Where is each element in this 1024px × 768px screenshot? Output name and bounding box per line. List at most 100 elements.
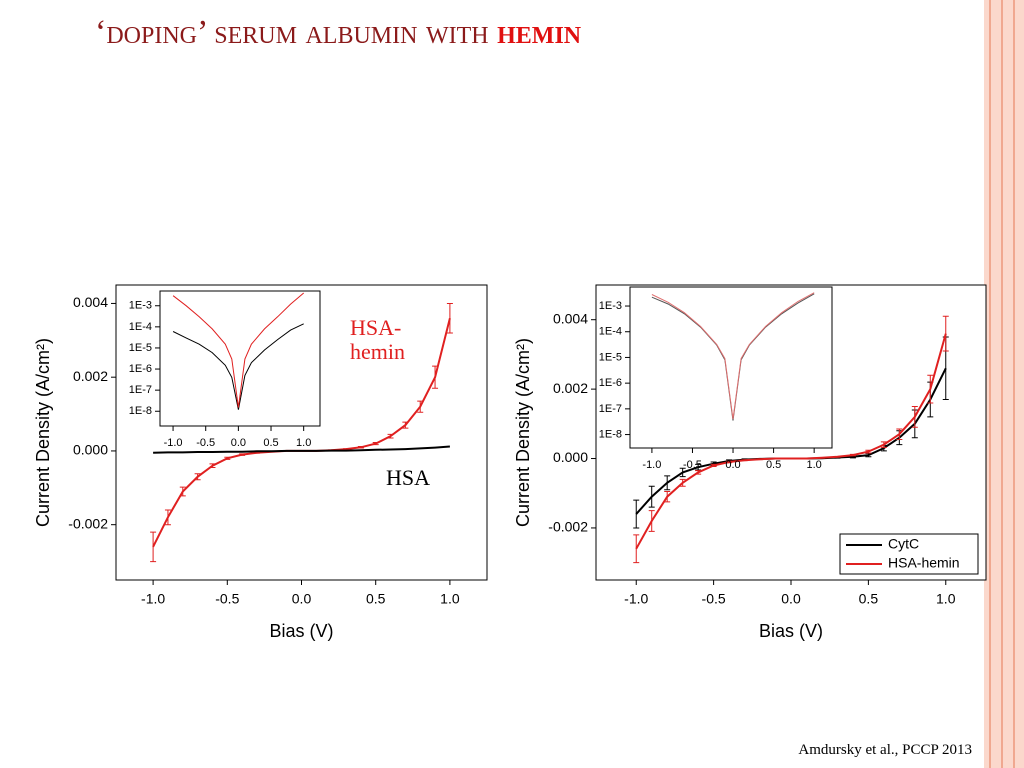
y-tick-label: 1E-4 — [599, 326, 622, 338]
error-bar — [880, 441, 887, 448]
legend-label: CytC — [888, 536, 919, 552]
x-tick-label: 1.0 — [296, 437, 311, 449]
error-bar — [695, 463, 702, 471]
legend-box — [839, 533, 979, 575]
error-bar — [150, 531, 157, 563]
y-tick-label: 1E-8 — [599, 428, 622, 440]
y-tick-label: 0.004 — [553, 310, 588, 326]
y-tick-label: 1E-7 — [599, 403, 622, 415]
error-bar — [865, 449, 872, 454]
x-tick-label: 0.5 — [859, 591, 879, 607]
legend-label: HSA-hemin — [888, 555, 960, 571]
x-tick-label: 0.5 — [766, 459, 781, 471]
series-line — [651, 293, 815, 421]
x-tick-label: -1.0 — [141, 591, 165, 607]
y-tick-label: 1E-8 — [129, 405, 152, 417]
x-tick-label: 1.0 — [440, 591, 460, 607]
series-line — [172, 323, 304, 410]
x-tick-label: -1.0 — [624, 591, 648, 607]
error-bar — [372, 441, 379, 446]
error-bar — [695, 470, 702, 475]
y-tick-label: 0.002 — [73, 368, 108, 384]
x-tick-label: 1.0 — [936, 591, 956, 607]
error-bar — [757, 458, 764, 461]
y-tick-label: 1E-5 — [599, 351, 622, 363]
error-bar — [446, 302, 453, 334]
error-bar — [896, 428, 903, 440]
y-tick-label: 1E-6 — [599, 377, 622, 389]
error-bar — [387, 433, 394, 439]
error-bar — [911, 405, 918, 428]
error-bar — [357, 446, 364, 449]
series-label: HSA — [386, 466, 431, 490]
error-bar — [648, 510, 655, 532]
error-bar — [417, 400, 424, 413]
series-line — [635, 333, 947, 550]
error-bar — [224, 456, 231, 460]
y-tick-label: 0.002 — [553, 380, 588, 396]
citation: Amdursky et al., PCCP 2013 — [798, 742, 972, 758]
plot-frame — [159, 290, 321, 427]
error-bar — [432, 365, 439, 389]
error-bar — [648, 485, 655, 508]
error-bar — [402, 421, 409, 429]
y-tick-label: 0.000 — [73, 442, 108, 458]
y-tick-label: -0.002 — [68, 515, 108, 531]
error-bar — [633, 534, 640, 564]
x-tick-label: -0.5 — [196, 437, 215, 449]
error-bar — [664, 475, 671, 491]
series-line — [651, 292, 815, 420]
error-bar — [849, 453, 856, 457]
title-text: ‘doping’ serum albumin with — [95, 14, 489, 51]
x-tick-label: -1.0 — [164, 437, 183, 449]
title-highlight: hemin — [497, 14, 582, 51]
x-tick-label: 0.5 — [263, 437, 278, 449]
y-tick-label: 1E-5 — [129, 342, 152, 354]
error-bar — [239, 453, 246, 456]
x-tick-label: -0.5 — [215, 591, 239, 607]
x-tick-label: 0.5 — [366, 591, 386, 607]
x-tick-label: 0.0 — [292, 591, 312, 607]
error-bar — [343, 448, 350, 450]
series-line — [153, 445, 450, 454]
error-bar — [179, 486, 186, 497]
x-tick-label: -0.5 — [683, 459, 702, 471]
slide-title: ‘doping’ serum albumin with hemin — [95, 14, 581, 52]
series-label-text: HSA-hemin — [350, 316, 405, 364]
y-tick-label: 0.000 — [553, 449, 588, 465]
error-bar — [834, 455, 841, 458]
error-bar — [164, 509, 171, 526]
x-tick-label: -1.0 — [642, 459, 661, 471]
y-tick-label: 1E-3 — [129, 300, 152, 312]
error-bar — [194, 473, 201, 481]
y-tick-label: 1E-4 — [129, 321, 152, 333]
x-tick-label: 0.0 — [781, 591, 801, 607]
error-bar — [209, 463, 216, 469]
error-bar — [253, 451, 260, 454]
x-tick-label: 0.0 — [725, 459, 740, 471]
y-tick-label: 0.004 — [73, 294, 108, 310]
error-bar — [927, 374, 934, 404]
error-bar — [741, 459, 748, 462]
error-bar — [633, 499, 640, 529]
plot-frame — [629, 286, 833, 449]
error-bar — [818, 456, 825, 459]
error-bar — [710, 463, 717, 468]
y-tick-label: 1E-7 — [129, 384, 152, 396]
y-axis-label: Current Density (A/cm²) — [33, 338, 53, 527]
x-tick-label: -0.5 — [702, 591, 726, 607]
series-line — [172, 292, 305, 408]
error-bar — [726, 460, 733, 464]
series-label-text: HSA — [386, 466, 431, 490]
error-bar — [664, 491, 671, 503]
y-tick-label: 1E-3 — [599, 300, 622, 312]
x-tick-label: 0.0 — [231, 437, 246, 449]
y-axis-label: Current Density (A/cm²) — [513, 338, 533, 527]
series-label: HSA-hemin — [350, 316, 405, 364]
error-bar — [679, 478, 686, 487]
y-tick-label: 1E-6 — [129, 363, 152, 375]
x-tick-label: 1.0 — [807, 459, 822, 471]
x-axis-label: Bias (V) — [269, 621, 333, 641]
